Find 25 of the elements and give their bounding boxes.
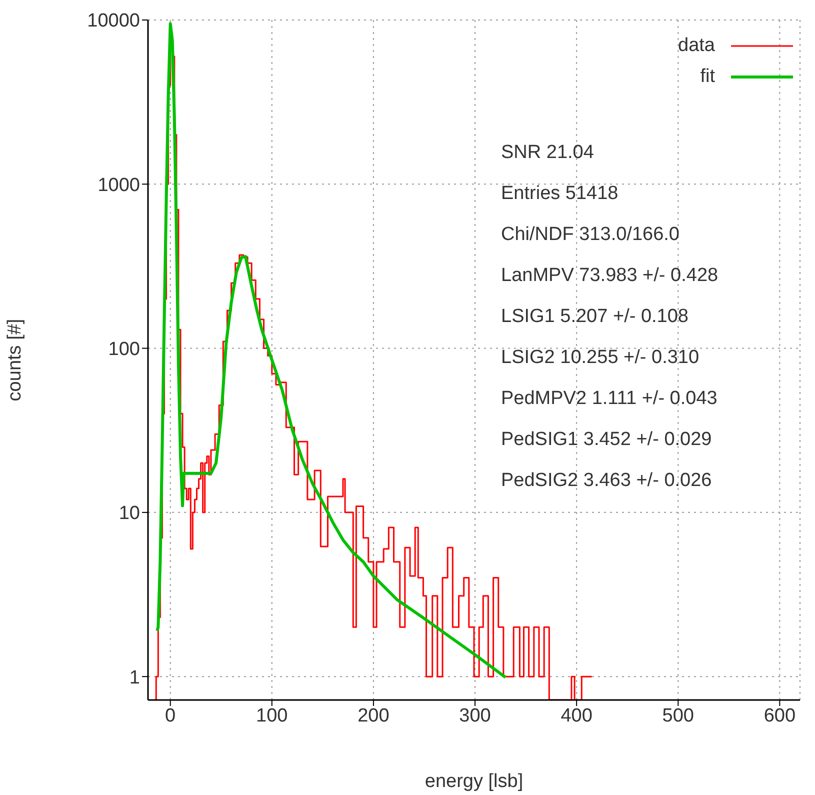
annotation: LSIG2 10.255 +/- 0.310 — [501, 346, 700, 370]
x-tick-label: 600 — [764, 705, 796, 726]
y-tick-label: 10000 — [87, 10, 140, 32]
y-tick-label: 1000 — [98, 174, 140, 196]
legend-label: fit — [700, 66, 715, 88]
annotation: LanMPV 73.983 +/- 0.428 — [501, 264, 718, 288]
x-tick-label: 300 — [459, 705, 491, 726]
annotation: SNR 21.04 — [501, 141, 595, 165]
y-axis-title: counts [#] — [4, 318, 26, 402]
legend-label: data — [678, 34, 715, 56]
x-axis-title: energy [lsb] — [424, 771, 524, 792]
y-tick-label: 10 — [118, 503, 140, 524]
x-tick-label: 0 — [165, 705, 176, 726]
x-tick-label: 200 — [358, 705, 390, 726]
x-tick-label: 500 — [662, 705, 694, 726]
annotation: LSIG1 5.207 +/- 0.108 — [501, 305, 690, 329]
x-tick-label: 400 — [560, 705, 592, 726]
annotation: Chi/NDF 313.0/166.0 — [501, 223, 680, 247]
annotation: Entries 51418 — [501, 182, 620, 206]
annotation: PedMPV2 1.111 +/- 0.043 — [501, 387, 718, 411]
x-tick-label: 100 — [256, 705, 288, 726]
y-tick-label: 100 — [108, 339, 140, 360]
y-tick-label: 1 — [129, 667, 140, 688]
annotation: PedSIG2 3.463 +/- 0.026 — [501, 469, 713, 493]
annotation: PedSIG1 3.452 +/- 0.029 — [501, 428, 713, 452]
